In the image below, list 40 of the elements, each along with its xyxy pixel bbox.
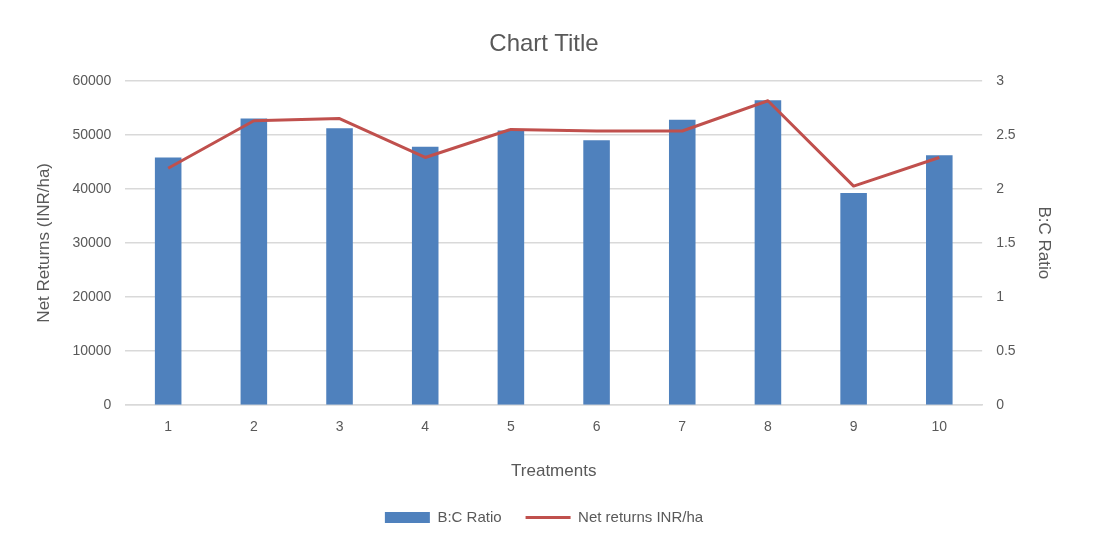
y2-tick-label: 2	[996, 179, 1005, 196]
x-tick-label: 8	[764, 418, 773, 435]
y-tick-label: 20000	[72, 287, 112, 304]
x-tick-label: 10	[931, 418, 948, 435]
y2-tick-label: 1.5	[996, 233, 1016, 250]
y2-tick-label: 2.5	[996, 125, 1016, 142]
bar	[240, 118, 268, 405]
y-tick-label: 0	[103, 395, 112, 412]
y-tick-label: 60000	[72, 71, 112, 88]
x-tick-label: 7	[678, 418, 687, 435]
x-tick-label: 9	[849, 418, 858, 435]
y-tick-label: 10000	[72, 341, 112, 358]
bar	[411, 146, 439, 405]
bar	[668, 119, 696, 405]
y-tick-label: 50000	[72, 125, 112, 142]
x-tick-label: 4	[421, 418, 430, 435]
bar	[754, 100, 782, 405]
x-tick-label: 2	[249, 418, 258, 435]
y2-tick-label: 1	[996, 287, 1005, 304]
bar	[926, 155, 953, 405]
y-tick-label: 30000	[72, 233, 112, 250]
bar	[583, 140, 610, 405]
bar	[497, 130, 525, 405]
x-tick-label: 3	[335, 418, 344, 435]
y-tick-label: 40000	[72, 179, 112, 196]
legend-label: Net returns INR/ha	[578, 507, 704, 525]
bar	[326, 128, 353, 405]
bar	[840, 193, 867, 405]
x-axis-title: Treatments	[511, 461, 597, 481]
legend-label: B:C Ratio	[437, 507, 502, 525]
y2-axis-title: B:C Ratio	[1035, 206, 1055, 280]
y2-tick-label: 0	[996, 395, 1005, 412]
x-tick-label: 6	[592, 418, 601, 435]
y2-tick-label: 3	[996, 71, 1005, 88]
y2-tick-label: 0.5	[996, 341, 1016, 358]
chart-title: Chart Title	[489, 29, 599, 57]
x-tick-label: 5	[507, 418, 515, 435]
x-tick-label: 1	[164, 418, 173, 435]
bar	[154, 157, 182, 405]
y-axis-title: Net Returns (INR/ha)	[33, 162, 53, 323]
